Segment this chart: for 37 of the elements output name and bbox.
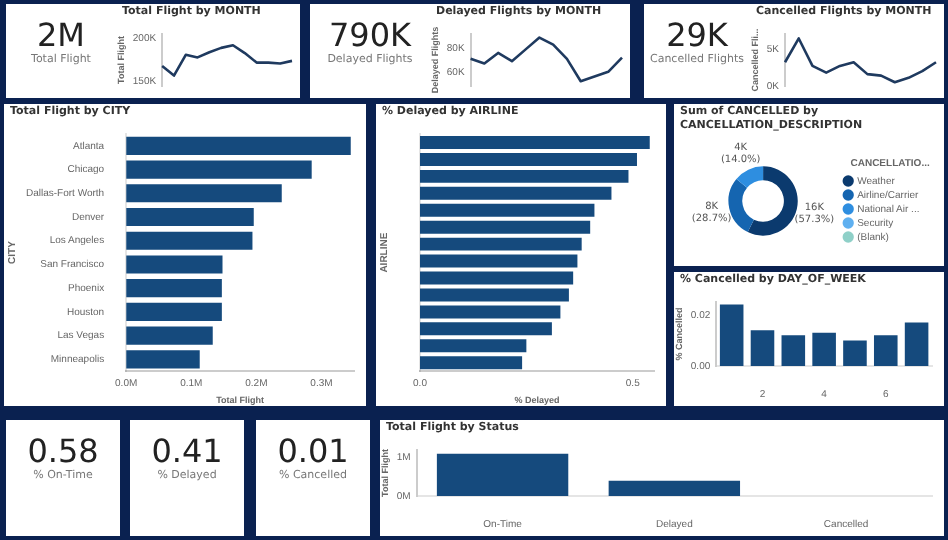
bar [420,186,612,200]
bar [420,322,552,336]
text: 29K [666,16,728,54]
bar [126,160,312,179]
text: 0.58 [25,432,101,470]
bar [812,332,836,366]
bar [420,169,629,183]
bar [126,279,222,298]
bar [126,350,200,369]
bar [420,271,574,285]
bar [420,152,637,166]
bar [719,304,744,366]
bar [873,335,898,366]
bar [126,184,282,203]
bar [420,288,569,302]
text: 0.01 [275,432,351,470]
bar [420,135,650,149]
bar [126,326,213,345]
bar [420,356,523,370]
bar [126,207,254,227]
bar [420,305,561,319]
bar [750,330,775,366]
text: 2M [37,16,85,54]
text: 0.41 [149,432,225,470]
bar [420,254,578,268]
bar [843,340,867,366]
bar [420,220,591,234]
bar [126,136,351,155]
bar [904,322,929,366]
bar [420,339,527,353]
bar [781,335,806,366]
bar [420,203,595,217]
bar [420,237,582,251]
bar [126,302,222,321]
bar [126,255,223,274]
text: 790K [326,16,414,54]
bar [126,231,253,250]
